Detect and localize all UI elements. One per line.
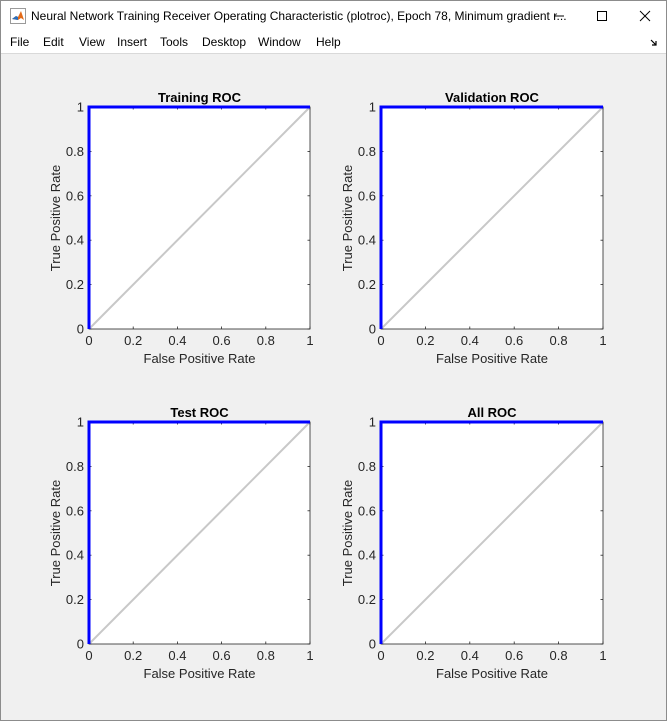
training-roc-x-tick-label: 1 — [306, 333, 313, 348]
training-roc-x-tick-label: 0.4 — [168, 333, 186, 348]
menu-edit[interactable]: Edit — [43, 35, 64, 49]
validation-roc-y-tick-label: 0.2 — [358, 277, 376, 292]
validation-roc-x-tick-label: 0.8 — [550, 333, 568, 348]
close-icon — [639, 10, 651, 22]
test-roc-y-tick-label: 0.8 — [66, 459, 84, 474]
training-roc-y-tick-label: 0.8 — [66, 144, 84, 159]
test-roc-x-tick-label: 0.4 — [168, 648, 186, 663]
training-roc-x-axis-label: False Positive Rate — [144, 351, 256, 366]
training-roc-x-tick-label: 0.2 — [124, 333, 142, 348]
test-roc-y-tick-label: 0 — [77, 637, 84, 652]
validation-roc-y-axis-label: True Positive Rate — [340, 165, 355, 271]
close-button[interactable] — [623, 1, 667, 31]
validation-roc-y-tick-label: 1 — [369, 100, 376, 115]
validation-roc-diagonal-line — [380, 106, 604, 330]
test-roc-y-tick-label: 0.6 — [66, 503, 84, 518]
test-roc-x-tick-label: 0.8 — [257, 648, 275, 663]
all-roc-y-tick-label: 0 — [369, 637, 376, 652]
all-roc-x-axis-label: False Positive Rate — [436, 666, 548, 681]
menu-file[interactable]: File — [10, 35, 30, 49]
minimize-button[interactable] — [537, 1, 581, 31]
test-roc-x-tick-label: 0 — [85, 648, 92, 663]
all-roc-x-tick-label: 0.6 — [505, 648, 523, 663]
validation-roc-y-tick-label: 0.8 — [358, 144, 376, 159]
training-roc-y-tick-label: 0.4 — [66, 233, 84, 248]
training-roc-title: Training ROC — [158, 90, 242, 105]
test-roc-x-tick-label: 1 — [306, 648, 313, 663]
validation-roc-x-tick-label: 0.4 — [461, 333, 479, 348]
all-roc-title: All ROC — [467, 405, 517, 420]
test-roc-x-tick-label: 0.6 — [213, 648, 231, 663]
menu-view[interactable]: View — [79, 35, 105, 49]
test-roc-y-tick-label: 0.2 — [66, 592, 84, 607]
dock-figure-icon[interactable] — [650, 38, 660, 48]
training-roc-diagonal-line — [88, 106, 311, 330]
training-roc-y-tick-label: 0.2 — [66, 277, 84, 292]
all-roc-y-tick-label: 0.4 — [358, 548, 376, 563]
training-roc-x-tick-label: 0.6 — [213, 333, 231, 348]
all-roc-x-tick-label: 0.8 — [550, 648, 568, 663]
all-roc-x-tick-label: 0 — [377, 648, 384, 663]
test-roc-x-axis-label: False Positive Rate — [144, 666, 256, 681]
all-roc-y-tick-label: 0.6 — [358, 503, 376, 518]
validation-roc-x-tick-label: 0 — [377, 333, 384, 348]
menu-desktop[interactable]: Desktop — [202, 35, 247, 49]
maximize-button[interactable] — [580, 1, 624, 31]
all-roc-chart: 0 0.2 0.4 0.6 0.8 1 0 0.2 0.4 0.6 0.8 1 All ROC False… — [340, 405, 607, 681]
matlab-logo-icon — [10, 8, 26, 24]
training-roc-y-tick-label: 0.6 — [66, 188, 84, 203]
validation-roc-chart: 0 0.2 0.4 0.6 0.8 1 0 0.2 0.4 0.6 0.8 1 Validation R… — [340, 90, 607, 366]
all-roc-roc-curve — [379, 420, 603, 644]
roc-plots: 0 0.2 0.4 0.6 0.8 1 0 0.2 0.4 0.6 0.8 1 Training ROC… — [48, 90, 607, 681]
test-roc-chart: 0 0.2 0.4 0.6 0.8 1 0 0.2 0.4 0.6 0.8 1 Test ROC Fals… — [48, 405, 314, 681]
test-roc-roc-curve — [87, 420, 310, 644]
validation-roc-title: Validation ROC — [445, 90, 540, 105]
test-roc-y-axis-label: True Positive Rate — [48, 480, 63, 586]
validation-roc-y-tick-label: 0.6 — [358, 188, 376, 203]
menu-window[interactable]: Window — [258, 35, 301, 49]
all-roc-y-axis-label: True Positive Rate — [340, 480, 355, 586]
validation-roc-x-tick-label: 0.6 — [505, 333, 523, 348]
validation-roc-roc-curve — [379, 105, 603, 329]
title-bar[interactable]: Neural Network Training Receiver Operati… — [1, 1, 666, 31]
all-roc-y-tick-label: 0.2 — [358, 592, 376, 607]
training-roc-roc-curve — [87, 105, 310, 329]
test-roc-y-tick-label: 1 — [77, 415, 84, 430]
training-roc-y-axis-label: True Positive Rate — [48, 165, 63, 271]
all-roc-y-tick-label: 0.8 — [358, 459, 376, 474]
test-roc-diagonal-line — [88, 421, 311, 645]
all-roc-x-tick-label: 0.4 — [461, 648, 479, 663]
training-roc-x-tick-label: 0.8 — [257, 333, 275, 348]
test-roc-title: Test ROC — [170, 405, 229, 420]
figure-canvas: 0 0.2 0.4 0.6 0.8 1 0 0.2 0.4 0.6 0.8 1 Training ROC… — [1, 54, 666, 720]
training-roc-y-tick-label: 0 — [77, 322, 84, 337]
menu-bar: File Edit View Insert Tools Desktop Wind… — [1, 31, 666, 54]
validation-roc-x-tick-label: 1 — [599, 333, 606, 348]
menu-help[interactable]: Help — [316, 35, 341, 49]
training-roc-chart: 0 0.2 0.4 0.6 0.8 1 0 0.2 0.4 0.6 0.8 1 Training ROC… — [48, 90, 314, 366]
window-title: Neural Network Training Receiver Operati… — [31, 9, 567, 23]
all-roc-x-tick-label: 1 — [599, 648, 606, 663]
validation-roc-x-axis-label: False Positive Rate — [436, 351, 548, 366]
all-roc-diagonal-line — [380, 421, 604, 645]
menu-tools[interactable]: Tools — [160, 35, 189, 49]
all-roc-x-tick-label: 0.2 — [416, 648, 434, 663]
validation-roc-x-tick-label: 0.2 — [416, 333, 434, 348]
training-roc-y-tick-label: 1 — [77, 100, 84, 115]
validation-roc-y-tick-label: 0 — [369, 322, 376, 337]
minimize-icon — [554, 15, 564, 17]
maximize-icon — [597, 11, 607, 21]
all-roc-y-tick-label: 1 — [369, 415, 376, 430]
menu-insert[interactable]: Insert — [117, 35, 148, 49]
validation-roc-y-tick-label: 0.4 — [358, 233, 376, 248]
test-roc-x-tick-label: 0.2 — [124, 648, 142, 663]
test-roc-y-tick-label: 0.4 — [66, 548, 84, 563]
training-roc-x-tick-label: 0 — [85, 333, 92, 348]
